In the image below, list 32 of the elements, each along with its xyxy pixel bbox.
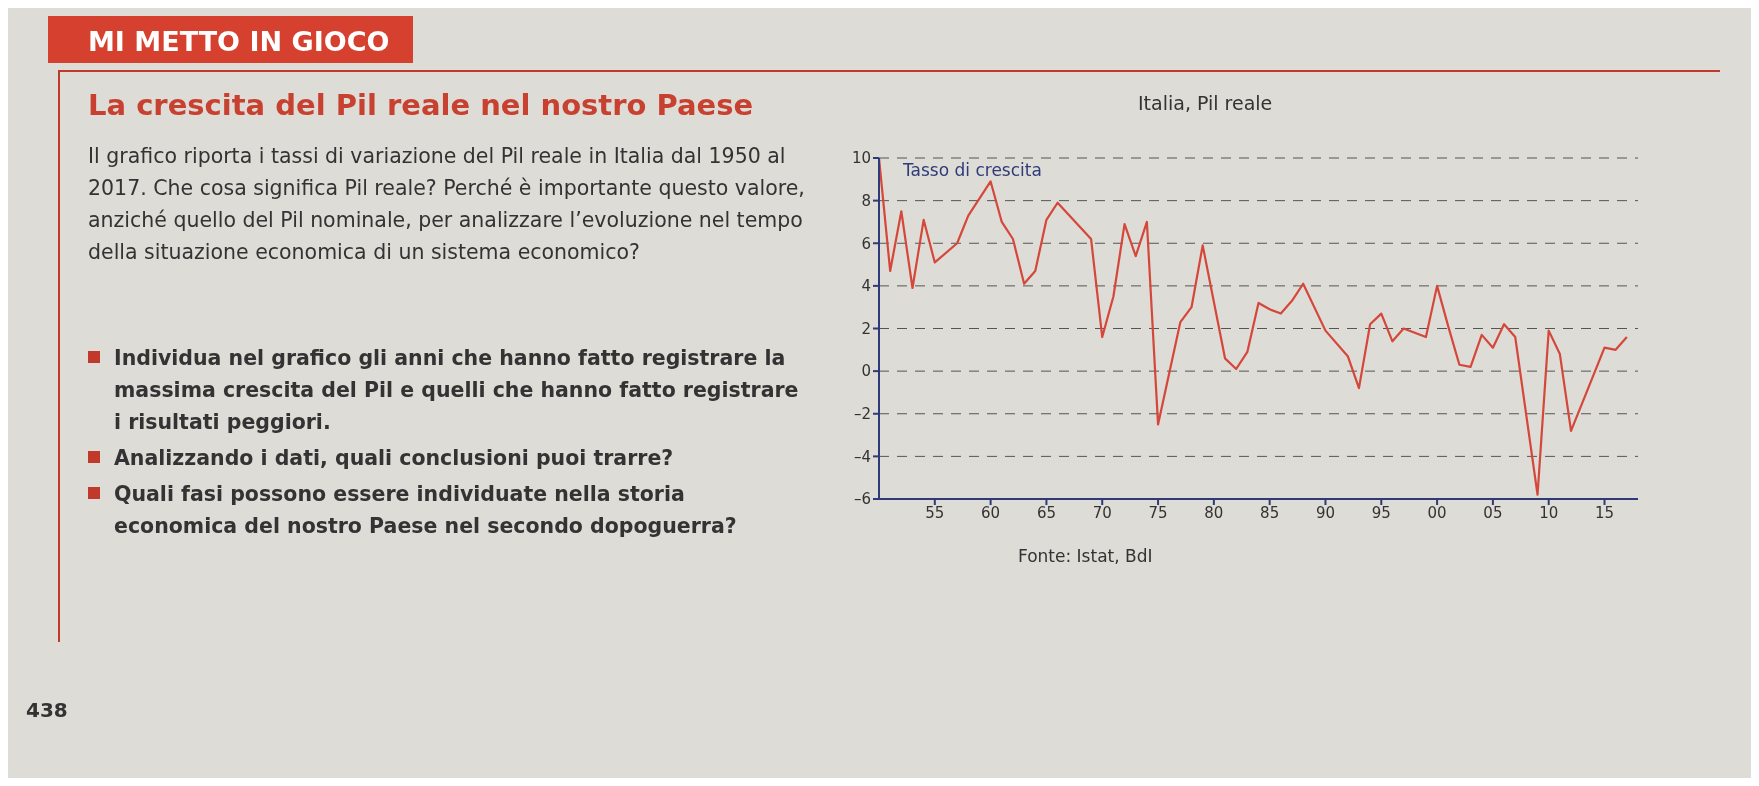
x-tick-label: 85 — [1260, 503, 1280, 522]
text: 438 — [26, 698, 68, 722]
x-tick-label: 90 — [1315, 503, 1336, 522]
x-tick-label: 10 — [1539, 503, 1559, 522]
y-tick-label: 10 — [851, 149, 871, 168]
y-tick-label: 6 — [861, 234, 871, 253]
x-tick-label: 95 — [1371, 503, 1391, 522]
text: La crescita del Pil reale nel nostro Paese — [88, 88, 754, 122]
y-tick-label: 4 — [861, 277, 871, 296]
chart-subtitle: Italia, Pil reale — [1138, 92, 1273, 114]
y-tick-label: –4 — [853, 447, 871, 466]
x-tick-label: 60 — [981, 503, 1001, 522]
y-tick-label: 0 — [861, 362, 871, 381]
text: Quali fasi possono essere individuate nella storia economica del nostro Paese nel secondo dopoguerra? — [114, 481, 738, 540]
y-tick-label: –6 — [853, 490, 871, 509]
x-tick-label: 75 — [1148, 503, 1168, 522]
source-note: Fonte: Istat, BdI — [1018, 546, 1153, 566]
x-tick-label: 65 — [1036, 503, 1056, 522]
x-tick-label: 80 — [1204, 503, 1224, 522]
y-tick-label: 8 — [861, 191, 871, 210]
x-tick-label: 00 — [1427, 503, 1447, 522]
text: Individua nel grafico gli anni che hanno fatto registrare la massima crescita del Pil e quelli che hanno fatto registrare i risultati peggiori. — [114, 345, 800, 436]
y-tick-label: –2 — [853, 405, 871, 424]
text: Analizzando i dati, quali conclusioni puoi trarre? — [114, 445, 674, 472]
x-tick-label: 70 — [1092, 503, 1112, 522]
text: Il grafico riporta i tassi di variazione del Pil reale in Italia dal 1950 al 2017. Che cosa significa Pil reale? Perché è importante questo valore, anziché quello del Pil nominale, per analizzare l’evoluzione nel tempo della situazione economica di un sistema economico? — [88, 143, 806, 266]
x-tick-label: 05 — [1483, 503, 1503, 522]
text: MI METTO IN GIOCO — [48, 16, 414, 63]
x-tick-label: 15 — [1594, 503, 1615, 522]
y-tick-label: 2 — [861, 319, 871, 338]
x-tick-label: 55 — [925, 503, 945, 522]
y-axis-title: Tasso di crescita — [903, 160, 1042, 180]
